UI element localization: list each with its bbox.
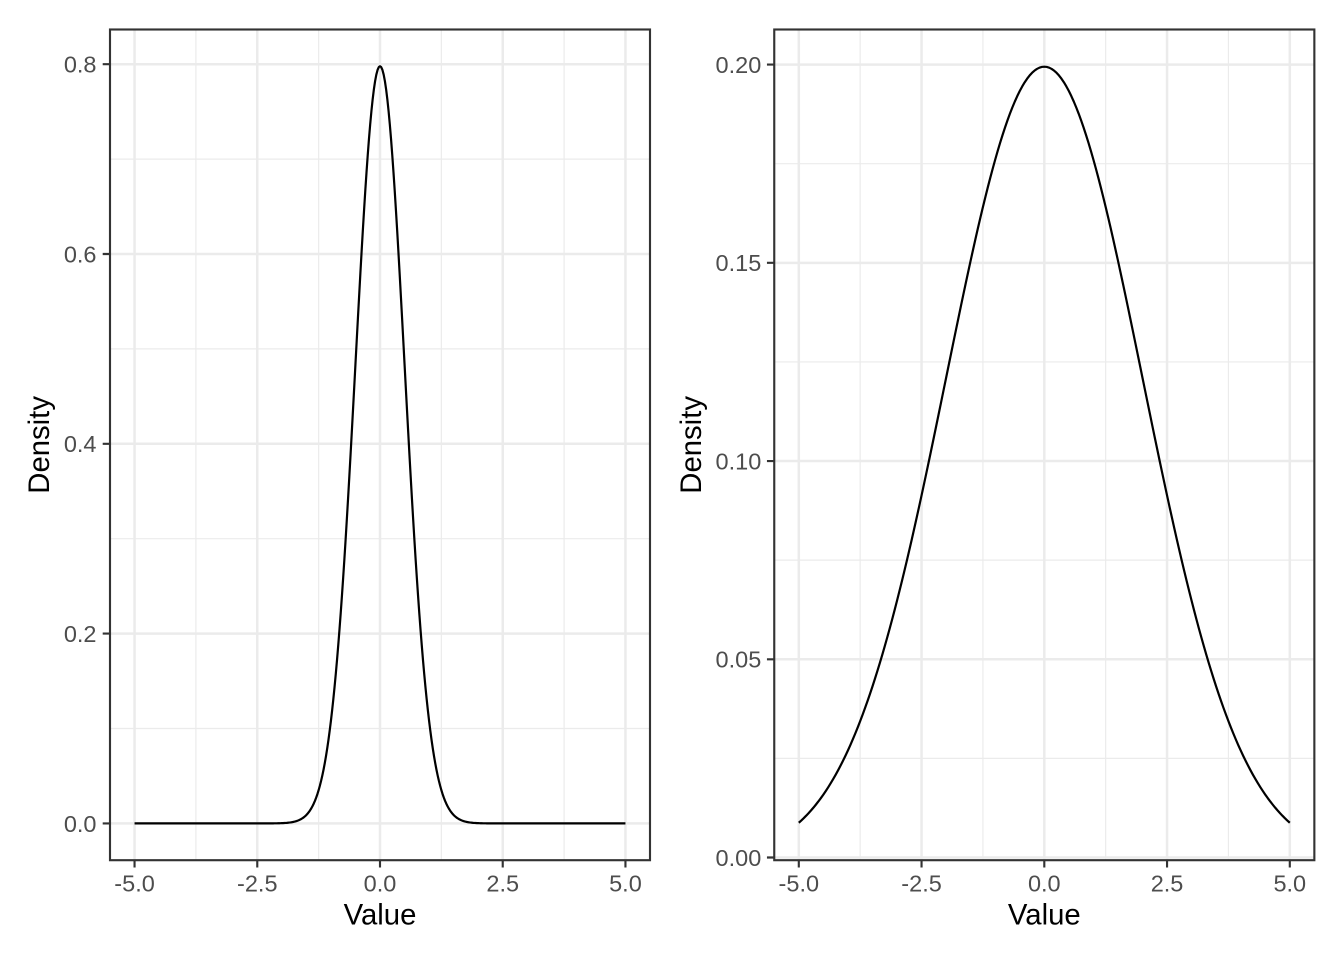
svg-text:0.4: 0.4 bbox=[64, 431, 97, 457]
svg-text:-5.0: -5.0 bbox=[114, 871, 155, 897]
svg-text:Value: Value bbox=[1008, 899, 1081, 932]
svg-text:Density: Density bbox=[675, 396, 708, 494]
svg-text:-2.5: -2.5 bbox=[901, 871, 942, 897]
svg-text:Value: Value bbox=[344, 899, 417, 932]
svg-text:-5.0: -5.0 bbox=[779, 871, 820, 897]
svg-text:Density: Density bbox=[23, 396, 56, 494]
svg-text:0.0: 0.0 bbox=[364, 871, 397, 897]
svg-text:0.05: 0.05 bbox=[716, 647, 762, 673]
svg-text:0.2: 0.2 bbox=[64, 621, 97, 647]
svg-text:5.0: 5.0 bbox=[609, 871, 642, 897]
svg-text:2.5: 2.5 bbox=[486, 871, 519, 897]
svg-text:0.10: 0.10 bbox=[716, 448, 762, 474]
svg-text:-2.5: -2.5 bbox=[237, 871, 278, 897]
svg-text:0.00: 0.00 bbox=[716, 845, 762, 871]
svg-text:5.0: 5.0 bbox=[1273, 871, 1306, 897]
svg-text:0.0: 0.0 bbox=[1028, 871, 1061, 897]
svg-text:0.8: 0.8 bbox=[64, 52, 97, 78]
svg-text:0.15: 0.15 bbox=[716, 250, 762, 276]
svg-text:0.6: 0.6 bbox=[64, 241, 97, 267]
svg-text:0.20: 0.20 bbox=[716, 52, 762, 78]
svg-text:2.5: 2.5 bbox=[1151, 871, 1184, 897]
svg-text:0.0: 0.0 bbox=[64, 811, 97, 837]
